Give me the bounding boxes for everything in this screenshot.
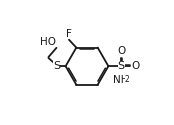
Text: O: O [117,46,125,56]
Text: 2: 2 [125,75,129,84]
Text: NH: NH [113,75,129,85]
Text: HO: HO [40,37,56,47]
Text: O: O [132,61,140,71]
Text: S: S [118,61,125,71]
Text: S: S [53,61,60,71]
Text: F: F [66,29,72,39]
